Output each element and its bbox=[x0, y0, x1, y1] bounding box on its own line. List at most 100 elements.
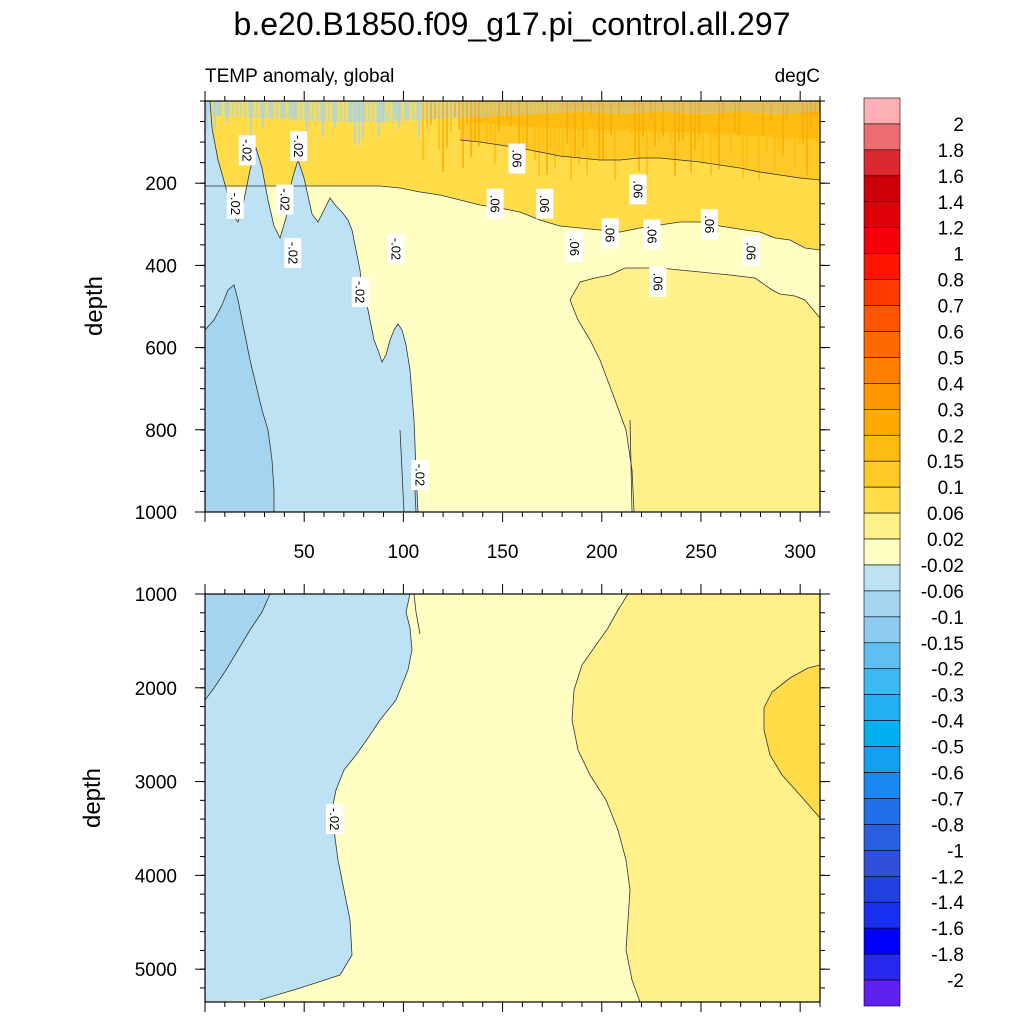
contour-label-box bbox=[387, 233, 405, 264]
contour-label: -.02 bbox=[290, 131, 308, 162]
mixed-layer-stripe bbox=[810, 101, 812, 131]
colorbar-label: 0.02 bbox=[927, 530, 964, 551]
mixed-layer-stripe bbox=[722, 101, 724, 120]
colorbar-label: 0.06 bbox=[927, 504, 964, 525]
x-tick-label: 150 bbox=[487, 542, 519, 563]
mixed-layer-stripe bbox=[626, 101, 628, 130]
mixed-layer-stripe bbox=[362, 101, 364, 140]
mixed-layer-stripe bbox=[226, 101, 228, 123]
mixed-layer-stripe bbox=[658, 101, 660, 142]
mixed-layer-stripe bbox=[814, 101, 816, 117]
colorbar-label: 0.2 bbox=[938, 426, 964, 447]
mixed-layer-stripe bbox=[514, 101, 516, 116]
colorbar-label: -1 bbox=[947, 841, 964, 862]
contour-label-text: .06 bbox=[567, 238, 582, 256]
mixed-layer-stripe bbox=[290, 101, 292, 116]
colorbar-swatch bbox=[863, 564, 901, 592]
mixed-layer-stripe bbox=[754, 101, 756, 123]
contour-label-box bbox=[290, 131, 308, 162]
colorbar-swatch bbox=[863, 460, 901, 488]
mixed-layer-stripe bbox=[486, 101, 488, 145]
colorbar-swatch bbox=[863, 616, 901, 644]
mixed-layer-stripe bbox=[390, 101, 392, 134]
mixed-layer-stripe bbox=[666, 101, 668, 118]
mixed-layer-stripe bbox=[354, 101, 356, 144]
contour-label: -.02 bbox=[325, 804, 343, 835]
contour-label-box bbox=[351, 277, 369, 308]
contour-label-text: .06 bbox=[644, 226, 659, 244]
y-tick-label: 1000 bbox=[135, 585, 177, 606]
colorbar-label: -0.15 bbox=[921, 634, 964, 655]
upper-mixed-layer-stripes bbox=[206, 101, 820, 182]
mixed-layer-stripe bbox=[702, 101, 704, 165]
y-tick-label: 800 bbox=[145, 421, 177, 442]
mixed-layer-stripe bbox=[402, 101, 404, 134]
colorbar-label: 0.7 bbox=[938, 297, 964, 318]
mixed-layer-stripe bbox=[278, 101, 280, 133]
contour-label-box bbox=[276, 184, 294, 215]
contour-label-box bbox=[226, 188, 244, 219]
mixed-layer-stripe bbox=[502, 101, 504, 119]
contour-label: .06 bbox=[536, 188, 554, 219]
contour-label-box bbox=[284, 238, 302, 269]
upper-contour-p06 bbox=[205, 185, 820, 251]
mixed-layer-stripe bbox=[758, 101, 760, 181]
colorbar-labels: 2 1.8 1.6 1.4 1.2 1 0.8 0.7 0.6 0.5 0.4 0.3 0.2 0.15 0… bbox=[921, 115, 965, 992]
colorbar-swatch bbox=[863, 383, 901, 410]
chart-title: b.e20.B1850.f09_g17.pi_control.all.297 bbox=[234, 6, 791, 42]
colorbar-swatch bbox=[863, 331, 901, 358]
contour-label-text: .06 bbox=[509, 150, 524, 168]
mixed-layer-stripe bbox=[618, 101, 620, 116]
mixed-layer-stripe bbox=[438, 101, 440, 151]
contour-label-text: -.02 bbox=[353, 281, 368, 303]
colorbar-swatch bbox=[863, 305, 901, 332]
mixed-layer-stripe bbox=[422, 101, 424, 160]
mixed-layer-stripe bbox=[730, 101, 732, 155]
mixed-layer-stripe bbox=[714, 101, 716, 140]
colorbar-swatch bbox=[863, 694, 901, 721]
contour-label-text: -.02 bbox=[388, 238, 403, 260]
colorbar-swatch bbox=[863, 875, 901, 903]
right-subtitle: degC bbox=[775, 66, 820, 87]
contour-label-text: -.02 bbox=[240, 139, 255, 161]
contour-label: -.02 bbox=[284, 238, 302, 269]
colorbar-label: 1.8 bbox=[938, 141, 964, 162]
contour-label: .06 bbox=[643, 219, 661, 250]
mixed-layer-stripe bbox=[458, 101, 460, 130]
lower-y-axis-label: depth bbox=[79, 768, 106, 828]
colorbar-swatch bbox=[863, 772, 901, 799]
colorbar-label: 1 bbox=[953, 245, 964, 266]
lower-region-m02 bbox=[205, 594, 412, 1002]
mixed-layer-stripe bbox=[370, 101, 372, 125]
mixed-layer-stripe bbox=[470, 101, 472, 157]
mixed-layer-stripe bbox=[262, 101, 264, 128]
mixed-layer-stripe bbox=[238, 101, 240, 137]
mixed-layer-stripe bbox=[738, 101, 740, 136]
mixed-layer-stripe bbox=[734, 101, 736, 133]
mixed-layer-stripe bbox=[342, 101, 344, 123]
y-tick-label: 4000 bbox=[135, 866, 177, 887]
colorbar-label: 0.4 bbox=[938, 374, 965, 395]
mixed-layer-stripe bbox=[606, 101, 608, 128]
mixed-layer-stripe bbox=[746, 101, 748, 169]
contour-label: .06 bbox=[566, 231, 583, 262]
mixed-layer-stripe bbox=[550, 101, 552, 148]
colorbar-swatch bbox=[863, 409, 901, 436]
contour-label: -.02 bbox=[276, 184, 294, 215]
colorbar-swatch bbox=[863, 97, 901, 125]
mixed-layer-stripe bbox=[266, 101, 268, 137]
colorbar-swatch bbox=[863, 149, 901, 177]
upper-contour-m02 bbox=[205, 101, 419, 512]
mixed-layer-stripe bbox=[306, 101, 308, 140]
colorbar-swatch bbox=[863, 201, 901, 229]
colorbar-label: -1.4 bbox=[931, 893, 964, 914]
mixed-layer-stripe bbox=[554, 101, 556, 169]
mixed-layer-stripe bbox=[786, 101, 788, 120]
mixed-layer-stripe bbox=[234, 101, 236, 131]
contour-label-box bbox=[325, 804, 343, 835]
contour-label-text: .06 bbox=[603, 224, 618, 242]
lower-contour-labels: -.02 bbox=[325, 804, 343, 835]
mixed-layer-stripe bbox=[394, 101, 396, 117]
contour-label: .06 bbox=[629, 174, 647, 205]
lower-region-m06 bbox=[205, 594, 270, 700]
